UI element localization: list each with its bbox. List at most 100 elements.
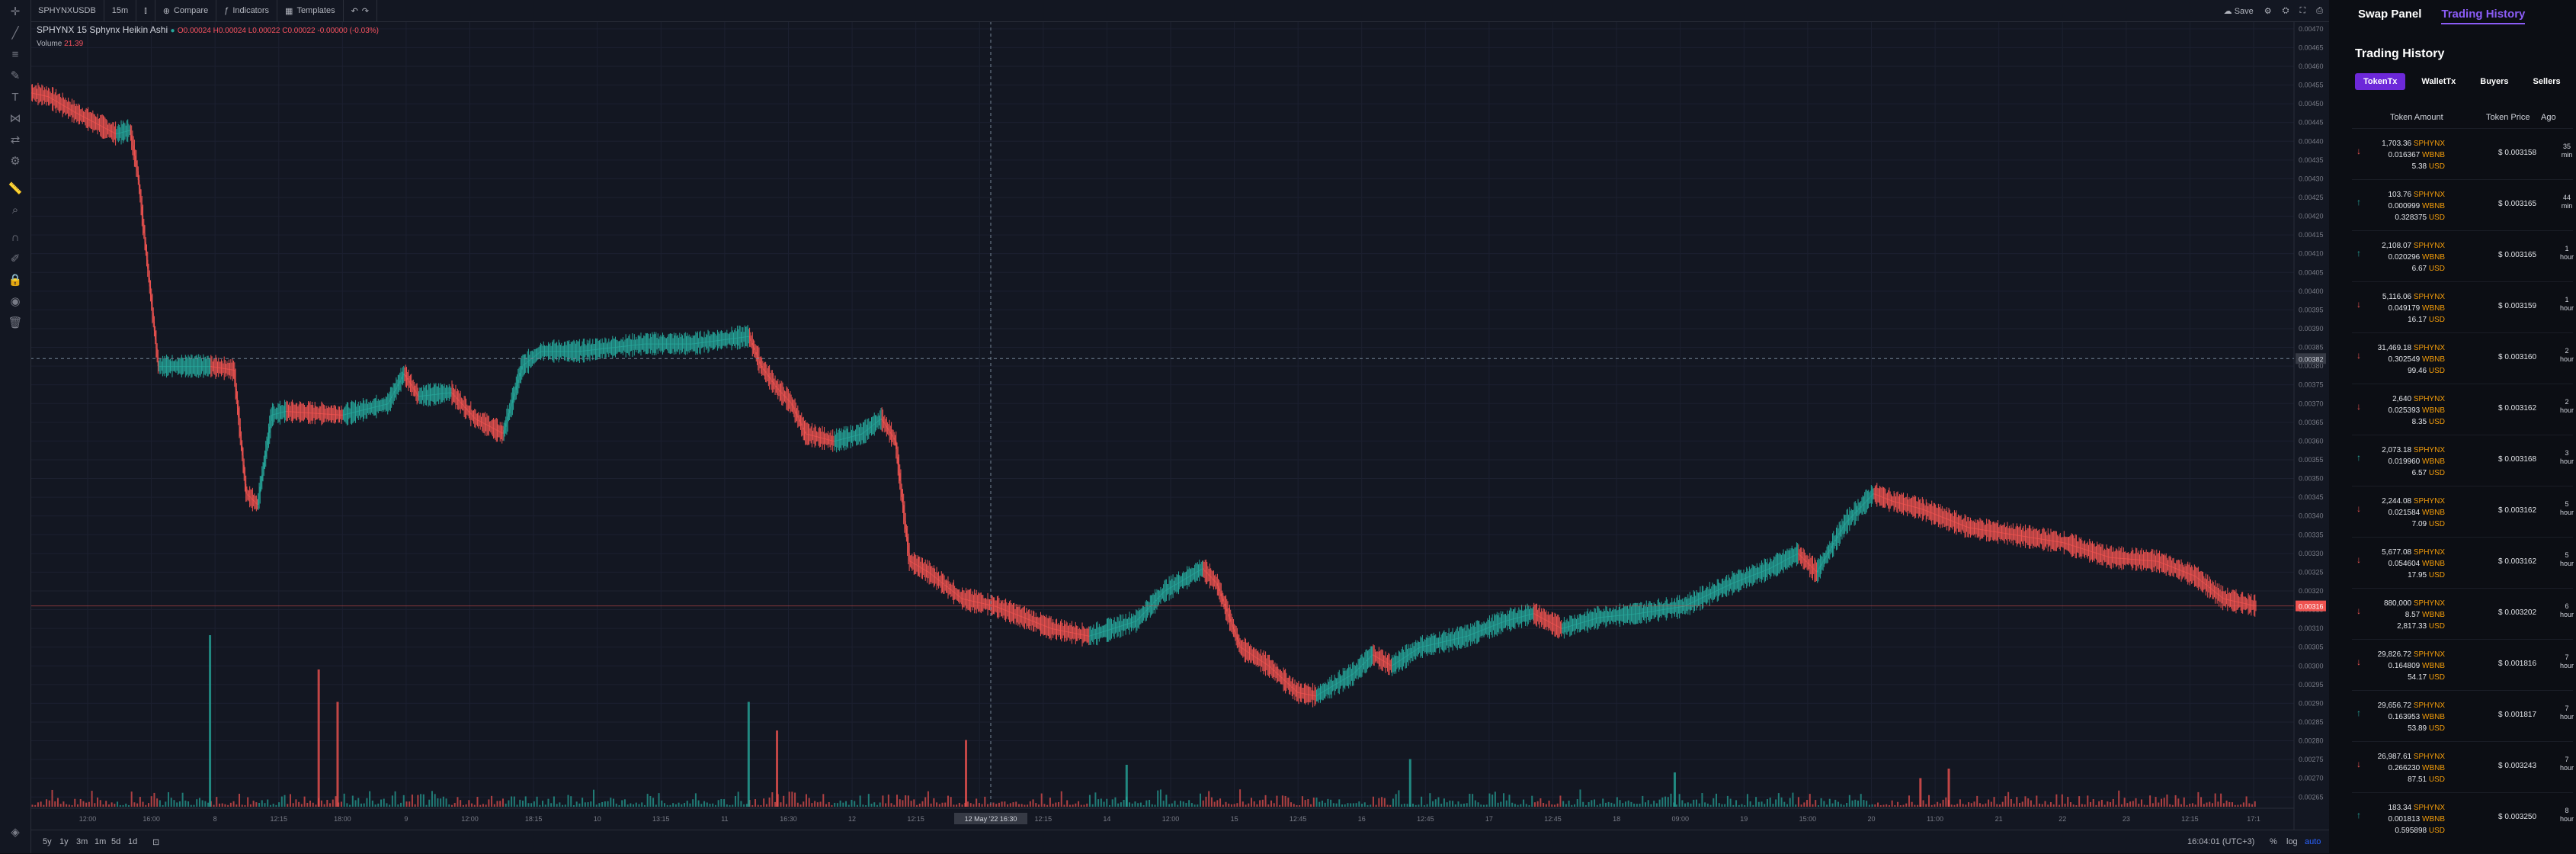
candle-body xyxy=(1701,598,1702,599)
volume-bar xyxy=(290,794,291,807)
candle-body xyxy=(178,366,179,367)
candle-body xyxy=(391,396,392,398)
candle-body xyxy=(569,351,570,352)
candle-body xyxy=(1975,528,1976,529)
volume-bar xyxy=(165,801,166,807)
candle-body xyxy=(1432,644,1433,645)
candle-body xyxy=(1869,497,1870,498)
candle-body xyxy=(1502,621,1503,622)
candle-body xyxy=(1230,619,1231,621)
candle-body xyxy=(387,403,388,404)
candle-body xyxy=(1746,577,1747,578)
candle-body xyxy=(552,351,553,352)
candle-body xyxy=(1731,583,1732,584)
candle-body xyxy=(2069,544,2070,545)
candle-body xyxy=(288,411,289,412)
candle-body xyxy=(1664,609,1665,610)
candle-body xyxy=(217,367,218,368)
candle-body xyxy=(1313,695,1314,696)
candle-body xyxy=(2121,558,2122,559)
candle-body xyxy=(567,351,568,352)
candle-body xyxy=(922,568,923,569)
candle-body xyxy=(591,349,592,350)
candle-body xyxy=(680,344,681,345)
candle-body xyxy=(1631,614,1632,615)
candle-body xyxy=(2183,571,2184,572)
candle-body xyxy=(1662,609,1663,610)
candle-body xyxy=(584,351,585,352)
candle-body xyxy=(974,601,975,602)
candle-body xyxy=(1637,613,1638,614)
candle-body xyxy=(457,399,458,400)
price-chart[interactable]: 0.004700.004650.004600.004550.004500.004… xyxy=(0,0,2329,853)
candle-body xyxy=(1383,661,1384,662)
candle-body xyxy=(965,599,966,600)
candle-body xyxy=(1723,587,1724,588)
candle-body xyxy=(1369,657,1370,658)
candle-body xyxy=(681,344,682,345)
candle-body xyxy=(721,340,722,341)
candle-body xyxy=(2028,537,2029,538)
candle-body xyxy=(807,434,808,435)
candle-body xyxy=(1885,498,1886,499)
candle-body xyxy=(1892,501,1893,502)
candle-body xyxy=(1372,655,1373,656)
candle-body xyxy=(226,368,227,369)
candle-body xyxy=(2095,552,2096,553)
candle-body xyxy=(245,484,246,493)
candle-body xyxy=(2012,534,2013,535)
candle-body xyxy=(1256,657,1257,658)
candle-body xyxy=(902,497,903,505)
candle-body xyxy=(693,343,694,344)
candle-body xyxy=(659,344,660,345)
candle-body xyxy=(1534,614,1535,615)
candle-body xyxy=(1994,531,1995,532)
candle-body xyxy=(799,419,800,422)
candle-body xyxy=(1839,533,1840,535)
candle-body xyxy=(1057,630,1058,631)
candle-body xyxy=(424,395,425,396)
candle-body xyxy=(575,351,576,352)
candle-body xyxy=(1702,597,1703,598)
candle-body xyxy=(95,123,96,124)
candle-body xyxy=(1168,588,1169,589)
candle-body xyxy=(1995,531,1996,532)
candle-body xyxy=(2235,601,2236,602)
volume-bar xyxy=(383,798,385,807)
candle-body xyxy=(1694,601,1695,602)
candle-body xyxy=(301,412,302,413)
candle-body xyxy=(1300,692,1301,693)
candle-body xyxy=(405,375,406,377)
candle-body xyxy=(1167,589,1168,590)
candle-body xyxy=(83,116,84,117)
candle-body xyxy=(760,361,761,364)
candle-body xyxy=(2008,534,2009,535)
candle-body xyxy=(553,351,554,352)
candle-body xyxy=(358,411,359,412)
candle-body xyxy=(981,602,982,603)
candle-body xyxy=(1725,586,1726,587)
candle-body xyxy=(1845,522,1846,523)
price-tick-label: 0.00340 xyxy=(2299,512,2324,520)
candle-body xyxy=(147,260,148,269)
candle-body xyxy=(427,395,428,396)
candle-body xyxy=(1385,662,1386,663)
candle-body xyxy=(878,421,879,422)
candle-body xyxy=(927,571,928,572)
candle-body xyxy=(939,580,940,581)
candle-body xyxy=(1438,643,1439,644)
candle-body xyxy=(331,414,332,415)
candle-body xyxy=(817,437,818,438)
candle-body xyxy=(59,103,60,104)
candle-body xyxy=(1709,594,1710,595)
price-tick-label: 0.00280 xyxy=(2299,737,2324,745)
candle-body xyxy=(1139,617,1140,618)
candle-body xyxy=(831,440,832,441)
candle-body xyxy=(1572,625,1573,626)
candle-body xyxy=(1579,623,1580,624)
candle-body xyxy=(1784,560,1785,561)
candle-body xyxy=(1312,695,1313,696)
candle-body xyxy=(2229,599,2230,600)
candle-body xyxy=(2061,542,2062,543)
volume-bar xyxy=(364,804,365,807)
